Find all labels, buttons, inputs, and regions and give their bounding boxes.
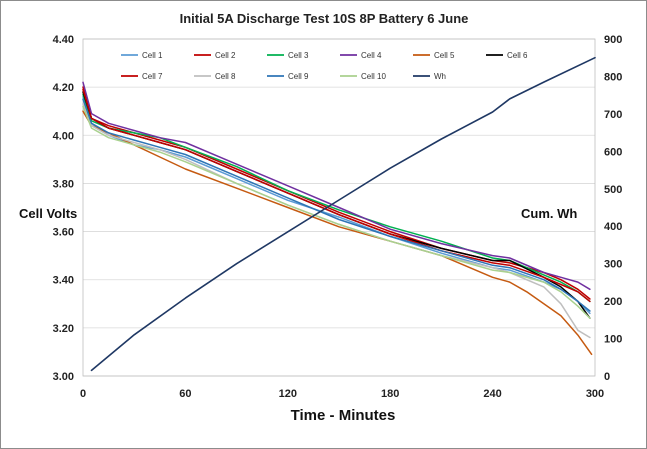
y2-tick-label: 600 xyxy=(604,146,622,158)
y2-tick-label: 400 xyxy=(604,221,622,233)
legend-label-cell-5: Cell 5 xyxy=(434,51,455,60)
series-lines xyxy=(82,56,596,372)
legend-label-cell-8: Cell 8 xyxy=(215,72,236,81)
y-tick-label: 3.80 xyxy=(53,178,74,190)
y2-tick-label: 900 xyxy=(604,34,622,46)
series-line-cell-5 xyxy=(82,110,593,356)
y2-tick-label: 800 xyxy=(604,71,622,83)
series-line-cell-4 xyxy=(82,81,591,291)
x-tick-label: 60 xyxy=(179,388,191,400)
series-line-cell-3 xyxy=(82,93,591,303)
legend-label-cell-9: Cell 9 xyxy=(288,72,309,81)
plot-area-border xyxy=(82,38,596,377)
y-tick-label: 3.20 xyxy=(53,323,74,335)
legend-label-cell-4: Cell 4 xyxy=(361,51,382,60)
x-tick-label: 180 xyxy=(381,388,399,400)
series-line-wh xyxy=(90,56,596,372)
series-line-cell-2 xyxy=(82,86,591,300)
gridlines xyxy=(83,38,595,377)
legend-label-cell-3: Cell 3 xyxy=(288,51,309,60)
y-tick-label: 3.60 xyxy=(53,227,74,239)
y2-tick-label: 700 xyxy=(604,109,622,121)
y-tick-label: 3.00 xyxy=(53,371,74,383)
legend-label-cell-6: Cell 6 xyxy=(507,51,528,60)
y-tick-label: 4.00 xyxy=(53,130,74,142)
legend-label-cell-1: Cell 1 xyxy=(142,51,163,60)
y2-tick-label: 200 xyxy=(604,296,622,308)
y2-axis-title: Cum. Wh xyxy=(521,206,577,221)
y-tick-label: 3.40 xyxy=(53,275,74,287)
series-line-cell-1 xyxy=(82,96,591,315)
left-axis-tick-labels: 3.00 3.20 3.40 3.60 3.80 4.00 4.20 4.40 xyxy=(53,34,74,383)
series-line-cell-10 xyxy=(82,105,591,319)
x-tick-label: 300 xyxy=(586,388,604,400)
legend-label-cell-2: Cell 2 xyxy=(215,51,236,60)
y-tick-label: 4.40 xyxy=(53,34,74,46)
x-tick-label: 0 xyxy=(80,388,86,400)
legend-label-wh: Wh xyxy=(434,72,446,81)
x-tick-label: 120 xyxy=(279,388,297,400)
right-axis-tick-labels: 0 100 200 300 400 500 600 700 800 900 xyxy=(604,34,622,383)
y2-tick-label: 500 xyxy=(604,184,622,196)
series-line-cell-9 xyxy=(82,98,591,312)
x-axis-tick-labels: 0 60 120 180 240 300 xyxy=(80,388,604,400)
series-line-cell-8 xyxy=(82,103,591,339)
y2-tick-label: 0 xyxy=(604,371,610,383)
series-line-cell-7 xyxy=(82,88,591,303)
y2-tick-label: 300 xyxy=(604,259,622,271)
legend-label-cell-7: Cell 7 xyxy=(142,72,163,81)
x-tick-label: 240 xyxy=(483,388,501,400)
legend-label-cell-10: Cell 10 xyxy=(361,72,386,81)
x-axis-title: Time - Minutes xyxy=(291,407,396,424)
y-axis-title: Cell Volts xyxy=(19,206,77,221)
y2-tick-label: 100 xyxy=(604,334,622,346)
y-tick-label: 4.20 xyxy=(53,82,74,94)
chart-title: Initial 5A Discharge Test 10S 8P Battery… xyxy=(180,11,469,26)
legend: Cell 1 Cell 2 Cell 3 Cell 4 Cell 5 Cell 6 Cell… xyxy=(121,51,528,81)
